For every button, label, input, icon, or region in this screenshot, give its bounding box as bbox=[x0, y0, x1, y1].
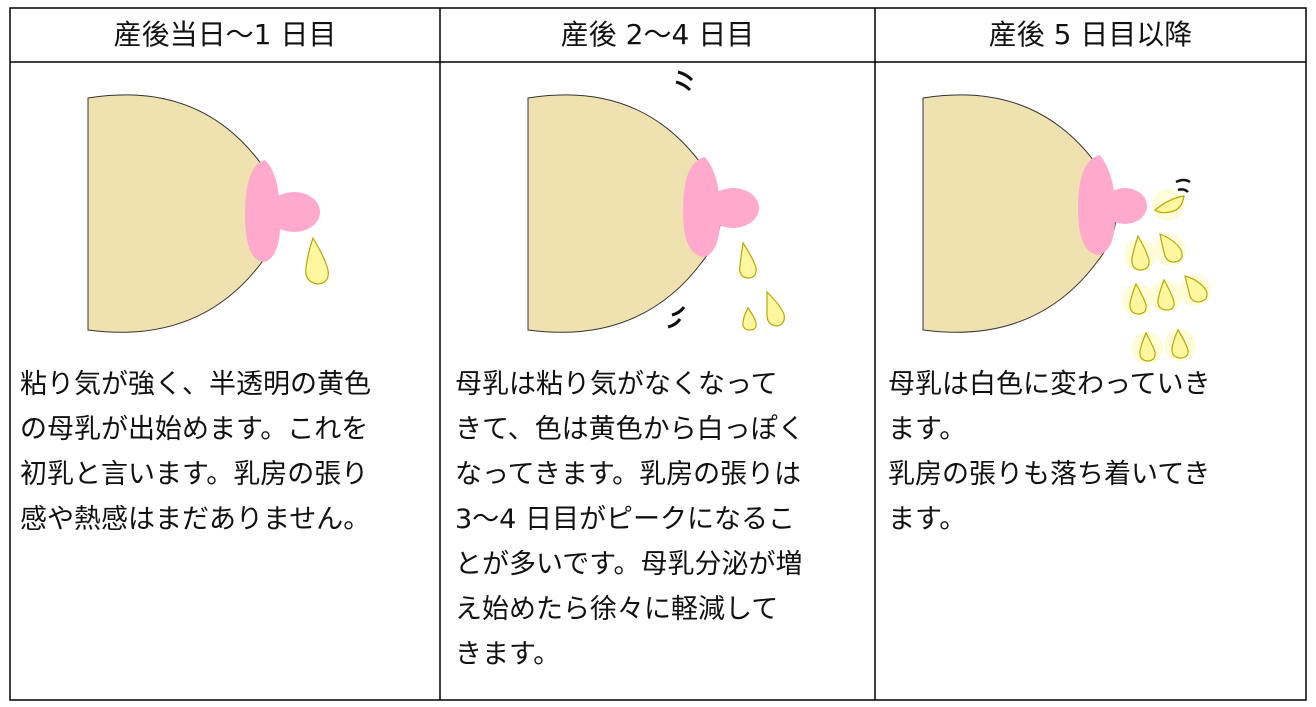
illustration bbox=[527, 70, 785, 333]
column-header: 産後 5 日目以降 bbox=[988, 18, 1193, 51]
column-text: 粘り気が強く、半透明の黄色 の母乳が出始めます。これを 初乳と言います。乳房の張り感… bbox=[20, 362, 371, 542]
illustration bbox=[87, 94, 329, 333]
text-line: なってきます。乳房の張りは bbox=[455, 459, 802, 490]
text-line: 感や熱感はまだありません。 bbox=[20, 504, 371, 535]
text-line: 初乳と言います。乳房の張り bbox=[20, 459, 369, 490]
text-line: きます。 bbox=[455, 639, 561, 670]
text-line: 乳房の張りも落ち着いてき bbox=[888, 459, 1211, 490]
text-line: 3～4 日目がピークになるこ bbox=[455, 504, 795, 535]
text-line: ます。 bbox=[888, 414, 967, 445]
text-line: ます。 bbox=[888, 504, 967, 535]
column-text: 母乳は白色に変わっていき ます。 乳房の張りも落ち着いてき ます。 bbox=[888, 362, 1211, 542]
column-header: 産後当日～1 日目 bbox=[113, 18, 337, 51]
column-text: 母乳は粘り気がなくなって きて、色は黄色から白っぽく なってきます。乳房の張りは 3～… bbox=[455, 362, 805, 677]
column-header: 産後 2～4 日目 bbox=[560, 18, 755, 51]
text-line: 粘り気が強く、半透明の黄色 bbox=[20, 369, 371, 400]
text-line: 母乳は粘り気がなくなって bbox=[455, 369, 778, 400]
text-line: 母乳は白色に変わっていき bbox=[888, 369, 1211, 400]
text-line: きて、色は黄色から白っぽく bbox=[455, 414, 805, 445]
text-line: え始めたら徐々に軽減して bbox=[455, 594, 779, 625]
text-line: とが多いです。母乳分泌が増 bbox=[455, 549, 803, 580]
text-line: の母乳が出始めます。これを bbox=[20, 414, 369, 445]
illustration bbox=[922, 94, 1211, 364]
